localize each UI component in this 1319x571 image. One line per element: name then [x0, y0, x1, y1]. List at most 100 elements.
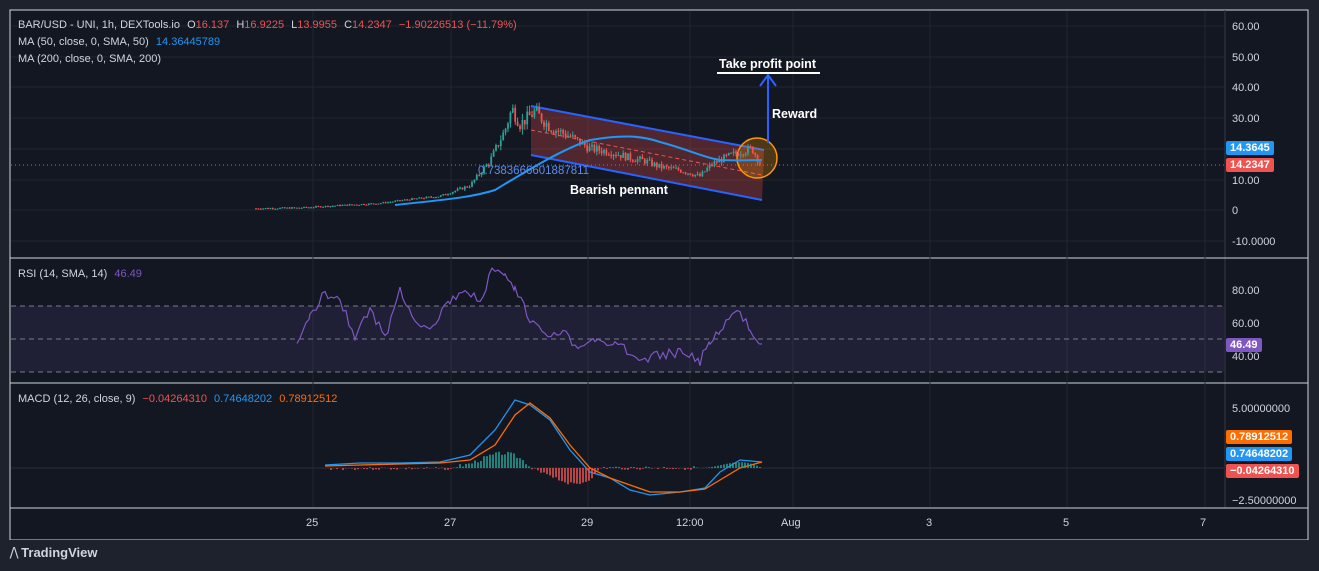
candle — [603, 149, 605, 154]
rsi-value: 46.49 — [114, 268, 142, 280]
candle — [413, 198, 416, 200]
candle — [324, 205, 327, 207]
candle — [605, 149, 608, 155]
candle — [442, 194, 445, 196]
candle — [339, 204, 341, 206]
candle — [559, 130, 562, 132]
candle — [492, 150, 495, 157]
candle — [617, 155, 620, 157]
candle — [708, 164, 711, 169]
rsi-tick: 40.00 — [1232, 351, 1260, 363]
price-tick: 10.00 — [1232, 175, 1260, 187]
candle — [444, 194, 447, 196]
candle — [365, 204, 368, 206]
candle — [672, 167, 675, 169]
rsi-legend[interactable]: RSI (14, SMA, 14) 46.49 — [18, 268, 146, 280]
last-price-badge: 14.2347 — [1226, 158, 1274, 172]
candle — [696, 173, 699, 175]
candle — [660, 163, 663, 169]
candle — [286, 207, 289, 209]
candle — [730, 152, 733, 154]
candle — [528, 111, 531, 116]
candle — [307, 207, 310, 209]
candle — [703, 171, 706, 173]
candle — [627, 153, 629, 161]
channel-upper-line — [530, 105, 765, 151]
candle — [382, 202, 385, 204]
candle — [639, 156, 641, 159]
candle — [583, 141, 586, 146]
candle — [271, 208, 274, 210]
macd-legend[interactable]: MACD (12, 26, close, 9) −0.04264310 0.74… — [18, 393, 341, 405]
candle — [281, 207, 284, 209]
candle — [567, 135, 569, 137]
candle — [259, 208, 262, 210]
candle — [723, 154, 725, 163]
candle — [255, 208, 257, 210]
macd-hist-value: −0.04264310 — [142, 393, 207, 405]
axis-labels: 60.00 50.00 40.00 30.00 10.00 0 -10.0000… — [306, 21, 1297, 529]
candle — [447, 194, 449, 196]
candle — [478, 174, 481, 176]
candle — [598, 146, 601, 151]
ohlc-close: 14.2347 — [352, 19, 392, 31]
candle — [612, 154, 615, 157]
symbol-label[interactable]: BAR/USD - UNI, 1h, DEXTools.io — [18, 19, 180, 31]
candle — [459, 187, 461, 189]
candle — [651, 159, 653, 166]
candle — [689, 173, 692, 175]
macd-lines — [11, 399, 1224, 496]
candle — [699, 173, 701, 177]
candle — [514, 107, 517, 122]
candle — [595, 146, 598, 152]
macd-line — [324, 399, 763, 496]
candle — [516, 121, 519, 126]
candle — [576, 137, 579, 139]
candle — [449, 193, 452, 195]
macd-badge: 0.74648202 — [1226, 447, 1293, 461]
candle — [648, 159, 651, 161]
candle — [300, 207, 303, 209]
ma200-label: MA (200, close, 0, SMA, 200) — [18, 53, 162, 65]
fib-value-label: 0.7383666601887811 — [478, 165, 589, 177]
candle — [658, 163, 661, 168]
candle — [682, 172, 685, 174]
tradingview-icon: ⧸⧹ — [10, 546, 19, 560]
ohlc-low: 13.9955 — [297, 19, 338, 31]
candle — [713, 161, 716, 165]
candle — [744, 153, 747, 156]
candle — [295, 207, 298, 209]
candle — [358, 204, 361, 206]
time-tick: 12:00 — [676, 517, 704, 529]
footer — [0, 540, 1319, 571]
candle — [451, 192, 454, 194]
ohlc-change: −1.90226513 (−11.79%) — [398, 19, 517, 31]
candle — [471, 181, 473, 187]
candle — [391, 201, 394, 203]
candle — [363, 204, 365, 206]
annotations: Take profit point Reward Bearish pennant… — [478, 57, 817, 197]
candle — [543, 121, 545, 127]
time-axis-area — [9, 507, 1309, 541]
ma50-legend[interactable]: MA (50, close, 0, SMA, 50) 14.36445789 — [18, 36, 224, 48]
candle — [550, 130, 553, 132]
candle — [370, 203, 373, 205]
candle — [389, 201, 392, 203]
candle — [706, 168, 709, 172]
candle — [372, 203, 375, 205]
candle — [574, 135, 577, 138]
candle — [427, 196, 430, 198]
candle — [538, 107, 541, 114]
candle — [298, 207, 301, 209]
candle — [334, 205, 337, 207]
candle — [593, 144, 596, 152]
tradingview-logo[interactable]: ⧸⧹ TradingView — [10, 545, 98, 561]
candle — [353, 204, 356, 206]
candle — [435, 197, 437, 199]
candle — [257, 208, 260, 210]
candle — [747, 146, 749, 154]
rsi-tick: 80.00 — [1232, 285, 1260, 297]
ma200-legend[interactable]: MA (200, close, 0, SMA, 200) — [18, 53, 165, 65]
ohlc-open: 16.137 — [195, 19, 230, 31]
